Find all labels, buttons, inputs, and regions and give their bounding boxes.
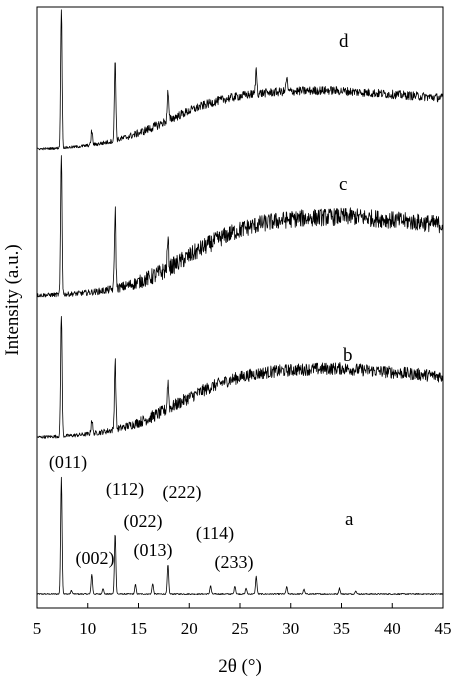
x-tick-label: 45 bbox=[435, 619, 452, 638]
x-axis: 5 10 15 20 25 30 35 40 45 bbox=[33, 603, 452, 638]
series-c-label: c bbox=[339, 174, 347, 195]
x-tick-label: 25 bbox=[232, 619, 249, 638]
series-c-line bbox=[36, 155, 444, 298]
peak-label-013: (013) bbox=[134, 540, 173, 561]
peak-label-011: (011) bbox=[49, 452, 87, 473]
x-tick-label: 5 bbox=[33, 619, 42, 638]
series-d-label: d bbox=[339, 31, 349, 52]
x-tick-label: 15 bbox=[130, 619, 147, 638]
series-d-line bbox=[36, 9, 444, 151]
x-tick-label: 30 bbox=[282, 619, 299, 638]
x-axis-label: 2θ (°) bbox=[218, 656, 262, 677]
peak-label-233: (233) bbox=[215, 552, 254, 573]
x-tick-label: 10 bbox=[79, 619, 96, 638]
y-axis-label: Intensity (a.u.) bbox=[2, 244, 23, 355]
series-b-label: b bbox=[343, 345, 353, 366]
series-labels: a b c d bbox=[339, 31, 354, 530]
peak-annotations: (011) (002) (112) (022) (013) (222) (114) (233) bbox=[49, 452, 254, 573]
x-tick-label: 35 bbox=[333, 619, 350, 638]
x-tick-label: 40 bbox=[384, 619, 401, 638]
traces-layer bbox=[36, 9, 444, 595]
series-a-line bbox=[36, 476, 444, 595]
peak-label-022: (022) bbox=[124, 511, 163, 532]
peak-label-002: (002) bbox=[76, 548, 115, 569]
series-b-line bbox=[36, 316, 444, 439]
series-a-label: a bbox=[345, 509, 354, 530]
peak-label-114: (114) bbox=[196, 523, 234, 544]
x-tick-label: 20 bbox=[181, 619, 198, 638]
peak-label-112: (112) bbox=[106, 479, 144, 500]
peak-label-222: (222) bbox=[163, 482, 202, 503]
